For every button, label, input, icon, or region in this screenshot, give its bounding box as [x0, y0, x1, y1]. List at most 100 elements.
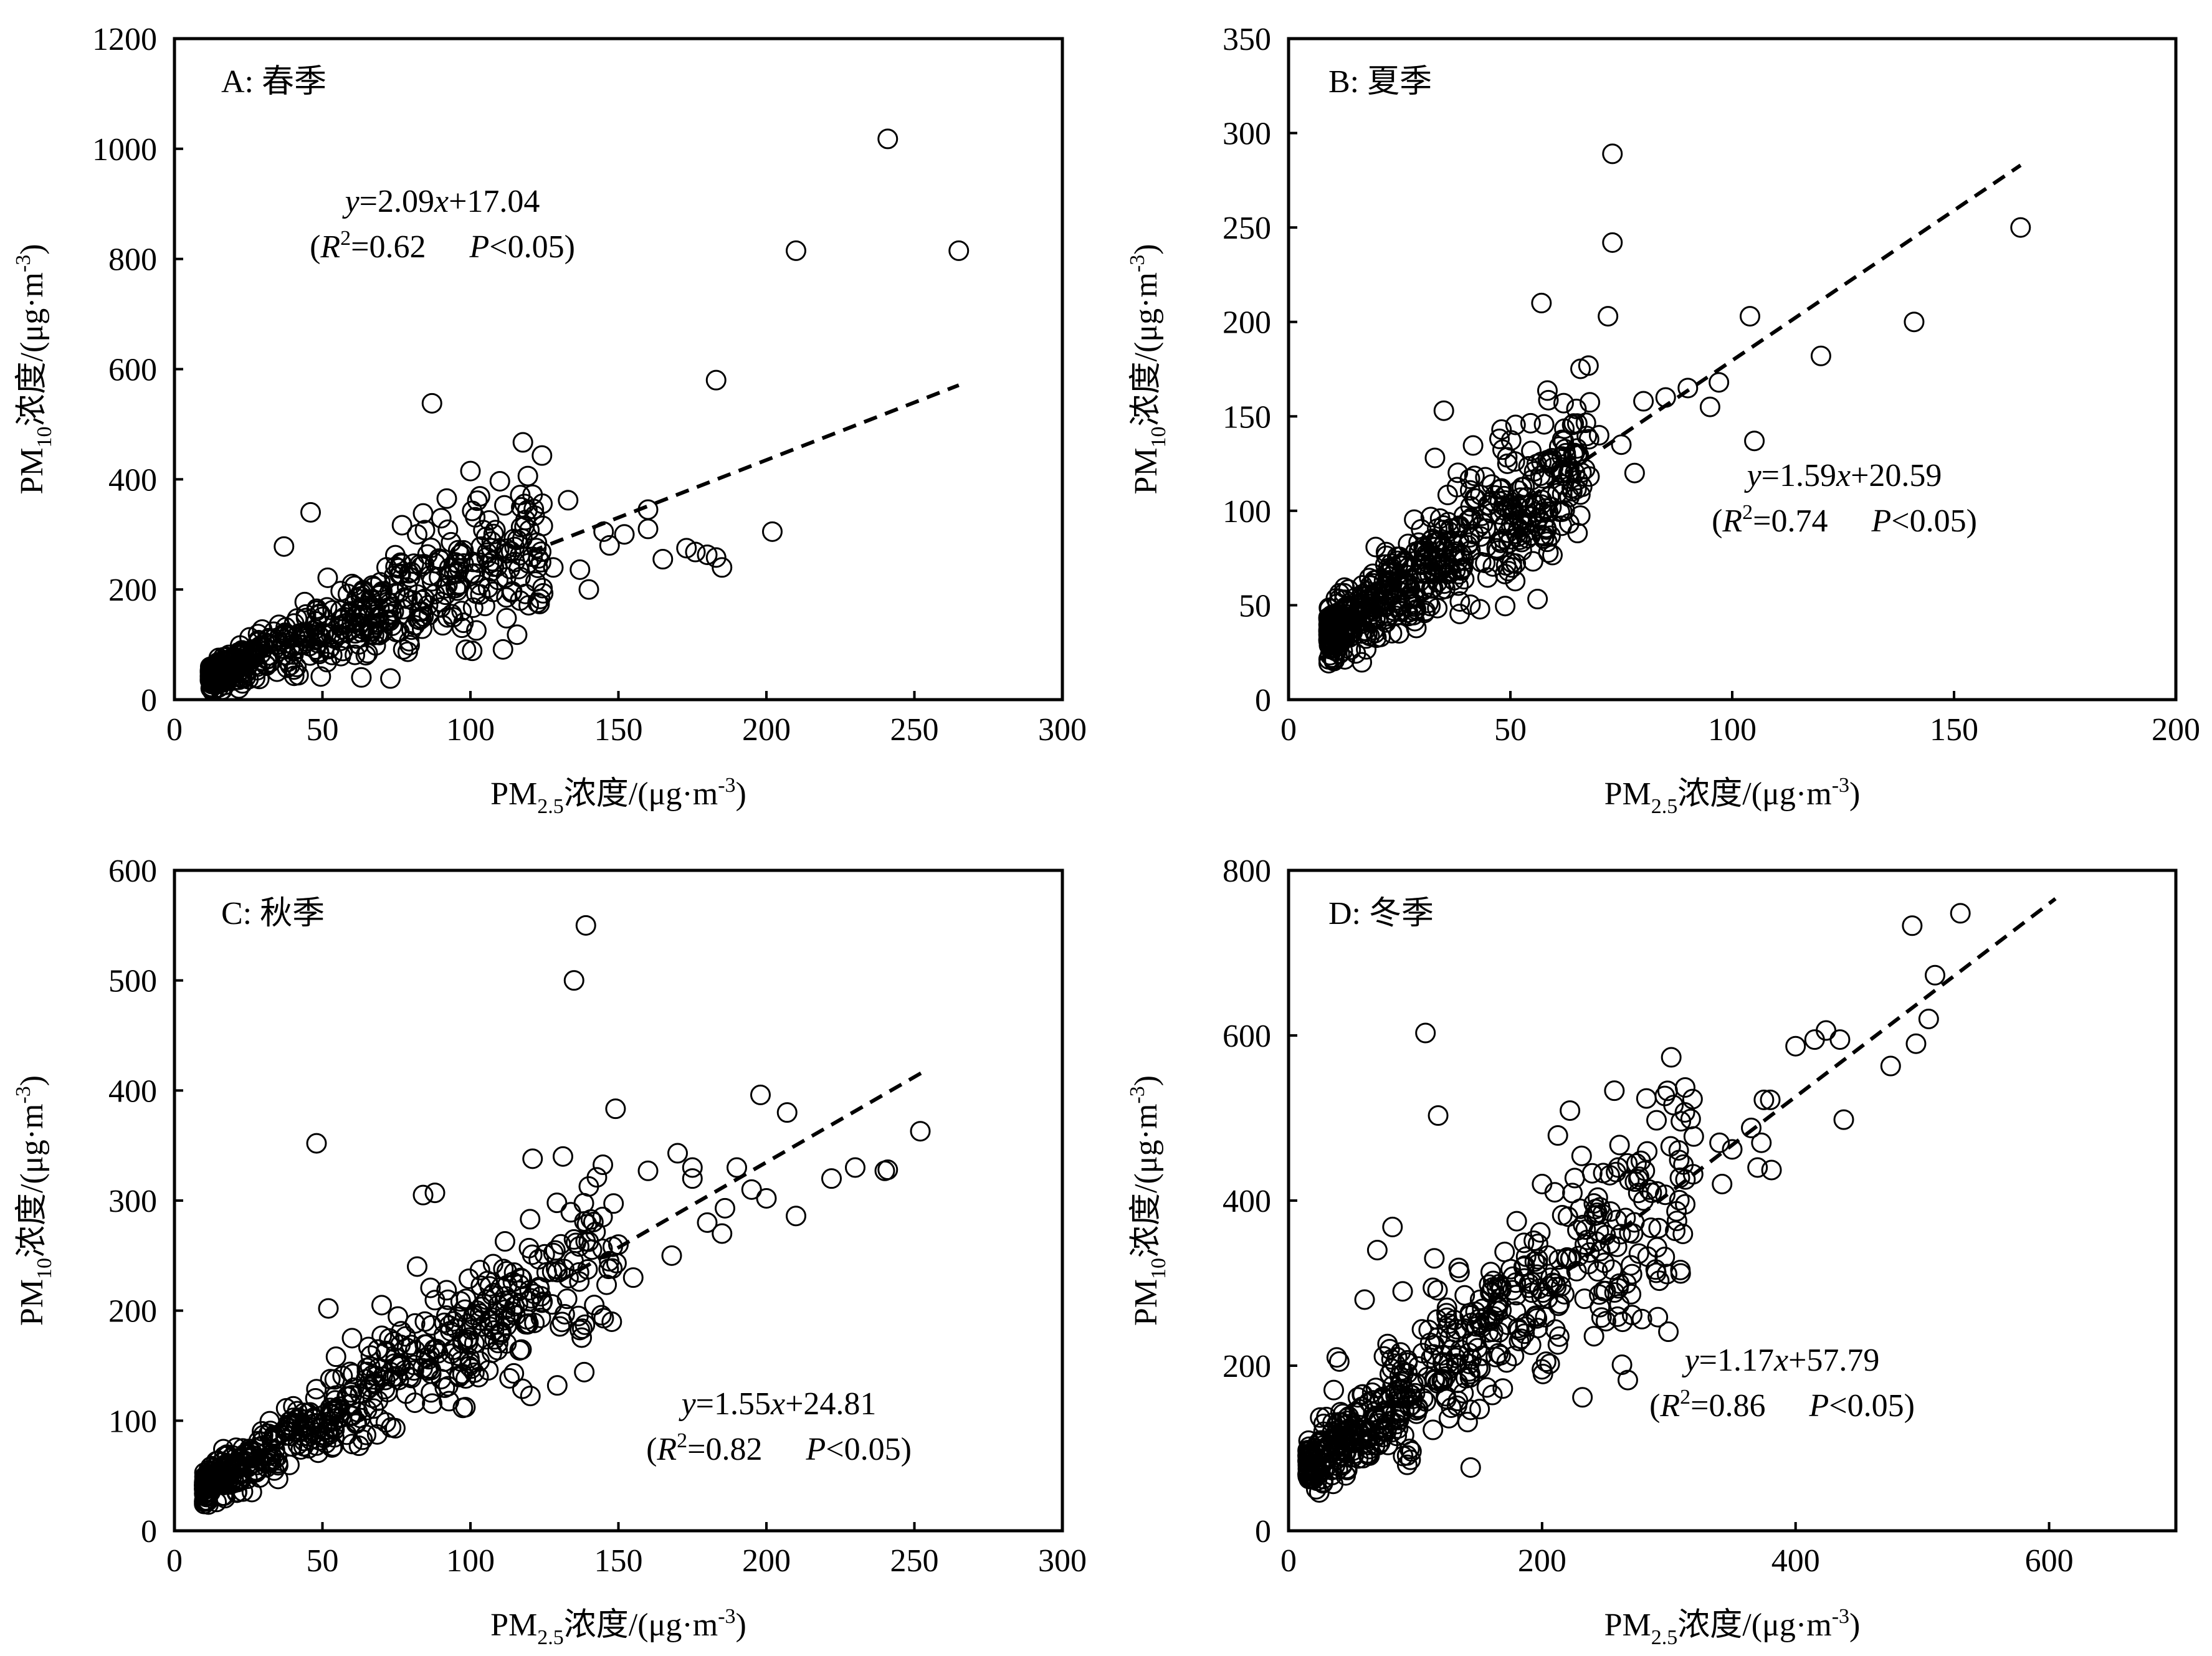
- data-point: [1494, 1241, 1515, 1262]
- data-point: [546, 1192, 568, 1214]
- regression-stats: (R2=0.82 P<0.05): [646, 1429, 912, 1467]
- data-point: [468, 552, 489, 573]
- data-point: [284, 659, 305, 680]
- data-point: [303, 1407, 324, 1429]
- data-point: [1607, 1306, 1628, 1327]
- data-point: [1602, 143, 1623, 164]
- y-axis-label: PM10浓度/(μg·m-3): [1126, 1075, 1170, 1326]
- data-point: [455, 639, 477, 660]
- data-point: [277, 657, 298, 678]
- data-point: [1434, 573, 1455, 594]
- data-point: [330, 631, 351, 652]
- data-point: [522, 1148, 543, 1169]
- data-point: [1924, 964, 1945, 986]
- data-point: [267, 1468, 288, 1490]
- data-point: [351, 667, 372, 688]
- data-point: [1464, 488, 1485, 509]
- data-point: [518, 553, 539, 574]
- data-point: [414, 588, 436, 609]
- data-point: [1324, 1424, 1345, 1445]
- data-point: [1602, 232, 1623, 253]
- data-point: [490, 1324, 511, 1345]
- data-point: [371, 1295, 392, 1316]
- data-point: [317, 652, 338, 673]
- data-point: [527, 557, 548, 578]
- data-point: [369, 598, 390, 619]
- data-point: [317, 597, 338, 618]
- data-point: [332, 1366, 353, 1387]
- data-point: [317, 567, 338, 588]
- y-axis-label: PM10浓度/(μg·m-3): [12, 1075, 56, 1326]
- data-point: [1352, 652, 1373, 673]
- data-point: [1492, 1378, 1514, 1399]
- regression-stats: (R2=0.74 P<0.05): [1712, 501, 1977, 539]
- data-point: [571, 1318, 593, 1340]
- regression-stats: (R2=0.62 P<0.05): [310, 227, 575, 265]
- data-point: [554, 1304, 575, 1325]
- data-point: [1572, 1387, 1593, 1408]
- y-tick-label: 0: [1255, 1514, 1271, 1549]
- data-point: [241, 1482, 262, 1503]
- x-tick-label: 0: [166, 1543, 183, 1579]
- data-point: [1532, 1174, 1553, 1194]
- data-point: [279, 1415, 300, 1436]
- data-point: [455, 1397, 476, 1418]
- data-point: [697, 1212, 718, 1233]
- data-point: [1699, 396, 1720, 417]
- data-point: [440, 1321, 461, 1342]
- data-point: [1352, 1447, 1373, 1468]
- data-point: [502, 1301, 523, 1322]
- data-point: [1413, 1388, 1434, 1409]
- data-point: [477, 1270, 498, 1292]
- data-point: [396, 577, 417, 598]
- data-point: [685, 541, 706, 563]
- data-point: [467, 1300, 488, 1321]
- data-point: [1520, 1334, 1542, 1355]
- data-point: [1833, 1109, 1854, 1130]
- data-point: [424, 1183, 446, 1204]
- y-axis-label: PM10浓度/(μg·m-3): [12, 244, 56, 494]
- data-point: [1671, 1111, 1692, 1132]
- data-point: [1436, 1386, 1457, 1407]
- data-point: [412, 1184, 434, 1206]
- data-point: [1449, 515, 1471, 536]
- data-point: [543, 557, 564, 578]
- data-point: [1571, 1145, 1592, 1166]
- data-point: [1598, 306, 1619, 327]
- data-point: [484, 1329, 505, 1350]
- data-point: [1520, 412, 1541, 434]
- data-point: [622, 1267, 644, 1288]
- data-point: [1564, 1168, 1585, 1189]
- data-point: [501, 582, 522, 603]
- data-point: [1386, 546, 1408, 568]
- data-point: [1460, 1399, 1481, 1420]
- data-point: [546, 1375, 568, 1396]
- data-point: [196, 1482, 217, 1503]
- data-point: [1469, 599, 1490, 620]
- data-point: [1512, 510, 1533, 531]
- data-point: [1661, 1047, 1682, 1068]
- data-point: [1559, 457, 1580, 478]
- y-tick-label: 200: [108, 573, 157, 608]
- data-point: [337, 583, 358, 604]
- data-point: [1524, 1251, 1545, 1272]
- data-point: [394, 587, 416, 608]
- data-point: [280, 655, 301, 676]
- data-point: [386, 1366, 408, 1387]
- data-point: [306, 1379, 327, 1400]
- y-tick-label: 800: [108, 242, 157, 278]
- data-point: [1504, 451, 1525, 472]
- data-point: [411, 556, 432, 577]
- data-point: [676, 538, 697, 559]
- data-point: [1396, 1454, 1418, 1475]
- data-point: [1506, 1285, 1527, 1306]
- data-point: [1438, 1353, 1459, 1374]
- data-point: [1554, 500, 1575, 521]
- data-point: [1918, 1009, 1939, 1029]
- data-point: [478, 1359, 499, 1381]
- data-point: [310, 666, 331, 687]
- data-point: [1359, 626, 1380, 647]
- data-point: [1464, 465, 1485, 487]
- data-point: [1354, 1289, 1375, 1310]
- data-point: [1595, 1311, 1616, 1332]
